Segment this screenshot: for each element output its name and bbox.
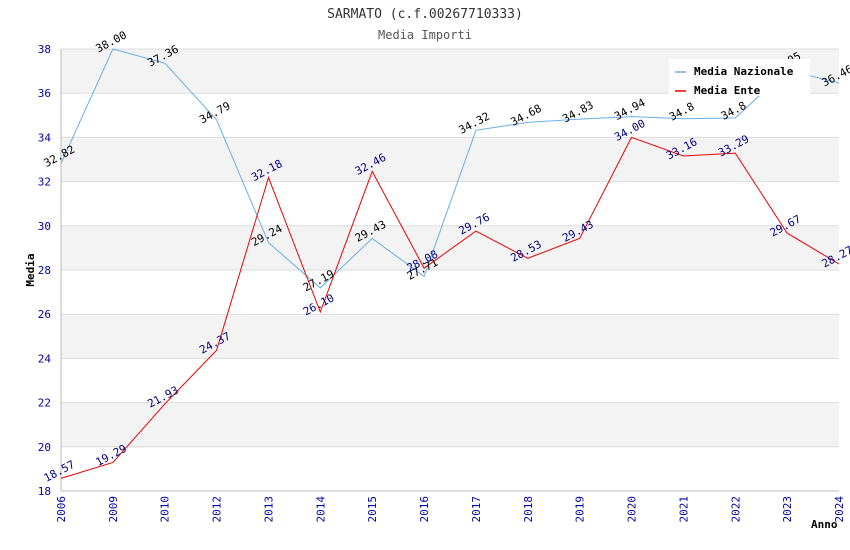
x-tick-label: 2019	[574, 496, 587, 523]
grid-band	[61, 314, 839, 359]
y-tick-label: 18	[38, 485, 51, 498]
grid-band	[61, 446, 839, 491]
x-tick-label: 2020	[626, 496, 639, 523]
series-lines	[60, 48, 840, 479]
y-tick-label: 26	[38, 308, 51, 321]
x-tick-label: 2015	[366, 496, 379, 523]
y-tick-labels: 18 20 22 24 26 28 30 32 34 36 38	[38, 43, 52, 498]
y-tick-label: 32	[38, 176, 51, 189]
y-tick-label: 20	[38, 441, 51, 454]
grid-band	[61, 402, 839, 447]
series-line-media-nazionale	[60, 48, 840, 289]
x-tick-label: 2022	[729, 496, 742, 523]
x-tick-label: 2009	[107, 496, 120, 523]
y-tick-label: 38	[38, 43, 51, 56]
grid-band	[61, 225, 839, 270]
grid-band	[61, 270, 839, 315]
y-tick-label: 34	[38, 131, 52, 144]
x-tick-label: 2024	[833, 496, 846, 523]
legend-box	[669, 59, 810, 96]
y-tick-label: 30	[38, 220, 51, 233]
chart-title: SARMATO (c.f.00267710333)	[327, 7, 523, 22]
legend: Media Nazionale Media Ente	[669, 59, 810, 97]
series-line-media-ente	[60, 136, 840, 479]
grid-band	[61, 358, 839, 403]
x-tick-label: 2023	[781, 496, 794, 523]
x-tick-label: 2014	[314, 496, 327, 523]
x-tick-labels: 2006 2009 2010 2012 2013 2014 2015 2016 2017 2018…	[55, 496, 846, 523]
x-tick-label: 2013	[262, 496, 275, 523]
y-axis-label: Media	[24, 253, 37, 286]
y-tick-label: 22	[38, 397, 51, 410]
x-tick-label: 2016	[418, 496, 431, 523]
x-tick-label: 2021	[677, 496, 690, 523]
chart-subtitle: Media Importi	[378, 28, 472, 42]
legend-label-media-ente: Media Ente	[694, 84, 761, 97]
grid-band	[61, 137, 839, 182]
x-axis-label: Anno	[811, 518, 838, 531]
x-tick-label: 2018	[522, 496, 535, 523]
legend-label-media-nazionale: Media Nazionale	[694, 65, 794, 78]
y-tick-label: 28	[38, 264, 51, 277]
x-tick-label: 2006	[55, 496, 68, 523]
y-tick-label: 24	[38, 352, 52, 365]
x-tick-label: 2010	[159, 496, 172, 523]
x-tick-label: 2012	[211, 496, 224, 523]
y-tick-label: 36	[38, 87, 51, 100]
grid-bands	[61, 49, 839, 491]
grid-band	[61, 93, 839, 138]
x-tick-label: 2017	[470, 496, 483, 523]
